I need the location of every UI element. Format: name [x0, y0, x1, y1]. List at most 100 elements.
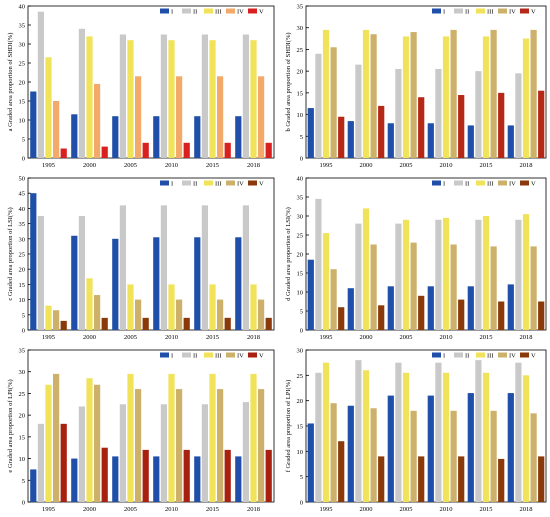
x-tick-label-d: 2015	[480, 334, 493, 341]
bar-f-I-1995	[307, 423, 314, 502]
bar-c-II-2010	[160, 205, 167, 330]
x-tick-label-c: 2005	[124, 334, 137, 341]
bar-a-V-2000	[101, 146, 108, 158]
bar-e-III-2015	[209, 373, 216, 502]
legend-label-f-IV: IV	[509, 353, 516, 360]
bar-f-III-2015	[482, 372, 490, 502]
bar-b-IV-2000	[370, 34, 377, 159]
bar-c-II-2000	[78, 216, 85, 330]
bar-f-III-1995	[322, 362, 330, 502]
bar-a-III-2015	[209, 40, 216, 159]
bar-a-III-2018	[250, 40, 257, 159]
bar-e-III-2018	[250, 373, 257, 502]
bar-c-I-2000	[71, 235, 78, 330]
bar-e-IV-2018	[258, 389, 265, 502]
bar-d-III-2005	[402, 219, 410, 330]
bar-e-II-2010	[160, 404, 167, 502]
bar-b-I-2015	[467, 125, 474, 158]
panel-c: 0 5 10 15 20 25 30 35 40 45 50 c Graded area propor…	[7, 176, 275, 341]
bar-b-II-1995	[315, 53, 322, 158]
bar-e-IV-2015	[217, 389, 224, 502]
y-tick-label-f: 20	[297, 398, 304, 405]
legend-label-b-I: I	[443, 9, 445, 16]
x-tick-label-c: 2018	[247, 334, 260, 341]
bar-a-III-2010	[168, 40, 175, 159]
y-tick-label-d: 40	[297, 176, 304, 183]
bar-f-IV-2000	[370, 408, 377, 502]
y-tick-label-d: 15	[297, 271, 304, 278]
x-tick-label-f: 2015	[480, 506, 493, 513]
bar-c-V-1995	[60, 320, 67, 330]
panel-e: 0 5 10 15 20 25 30 35 e Graded area proportion o…	[7, 348, 275, 513]
bar-b-III-2000	[362, 29, 370, 158]
legend-swatch-d-II	[454, 180, 463, 186]
x-tick-label-f: 2000	[360, 506, 373, 513]
bar-e-V-2010	[183, 449, 190, 502]
plot-frame-e	[27, 349, 275, 503]
legend-swatch-f-IV	[498, 352, 507, 358]
bar-f-I-2015	[467, 393, 474, 502]
bar-e-V-2000	[101, 447, 108, 502]
bar-a-V-1995	[60, 148, 67, 158]
bar-d-V-2018	[538, 301, 545, 330]
legend-label-f-II: II	[465, 353, 469, 360]
bar-a-III-2005	[127, 40, 134, 159]
bar-c-IV-2018	[258, 299, 265, 330]
y-tick-label-c: 0	[22, 328, 25, 335]
legend-label-a-II: II	[193, 9, 197, 16]
bar-f-II-2000	[355, 360, 362, 502]
bar-a-I-2010	[153, 116, 160, 158]
legend-swatch-c-IV	[226, 180, 235, 186]
x-tick-label-d: 2005	[400, 334, 413, 341]
legend-swatch-e-II	[182, 352, 191, 358]
bar-c-V-2010	[183, 317, 190, 330]
bar-e-I-2015	[194, 456, 201, 502]
panel-a: 0 5 10 15 20 25 30 35 40 a Graded area proportion…	[7, 4, 275, 169]
y-tick-label-c: 15	[19, 282, 26, 289]
legend-label-d-V: V	[531, 181, 536, 188]
y-tick-label-a: 5	[22, 137, 25, 144]
bar-f-II-2010	[435, 362, 442, 502]
y-tick-label-b: 30	[297, 25, 304, 32]
y-tick-label-d: 10	[297, 290, 304, 297]
bar-a-III-2000	[86, 36, 93, 158]
bar-d-V-1995	[338, 307, 345, 330]
bar-d-III-1995	[322, 233, 330, 330]
x-tick-label-e: 1995	[42, 506, 55, 513]
bar-e-III-2000	[86, 378, 93, 502]
y-tick-label-f: 30	[297, 348, 304, 355]
y-tick-label-c: 45	[19, 191, 26, 198]
y-tick-label-b: 15	[297, 90, 304, 97]
bar-c-IV-2015	[217, 299, 224, 330]
bar-c-I-2010	[153, 237, 160, 330]
legend-label-d-III: III	[487, 181, 494, 188]
bar-c-I-2015	[194, 237, 201, 330]
y-tick-label-a: 0	[22, 156, 25, 163]
legend-label-e-I: I	[171, 353, 173, 360]
bar-a-V-2018	[265, 142, 272, 158]
bar-e-II-2000	[78, 406, 85, 502]
bar-f-V-2005	[418, 456, 425, 502]
bar-d-I-2015	[467, 286, 474, 330]
bar-b-IV-2015	[490, 29, 497, 158]
bar-b-II-2000	[355, 64, 362, 158]
bar-a-IV-2000	[94, 83, 101, 158]
y-tick-label-a: 30	[19, 42, 26, 49]
bar-f-IV-1995	[330, 403, 337, 502]
bar-a-II-2000	[78, 28, 85, 158]
y-tick-label-a: 25	[19, 61, 26, 68]
bar-b-V-2015	[498, 92, 505, 158]
y-tick-label-a: 35	[19, 23, 26, 30]
bar-d-IV-2015	[490, 246, 497, 330]
bar-f-IV-2005	[410, 410, 417, 502]
bar-a-IV-2018	[258, 76, 265, 158]
x-tick-label-c: 2010	[165, 334, 178, 341]
y-tick-label-b: 20	[297, 69, 304, 76]
bar-f-V-2010	[458, 456, 465, 502]
bar-f-IV-2018	[530, 413, 537, 502]
bar-a-I-2015	[194, 116, 201, 158]
legend-swatch-a-IV	[226, 8, 235, 14]
legend-label-b-III: III	[487, 9, 494, 16]
legend-swatch-f-V	[520, 352, 529, 358]
panel-b: 0 5 10 15 20 25 30 35 b Graded area proportion o…	[285, 4, 547, 169]
